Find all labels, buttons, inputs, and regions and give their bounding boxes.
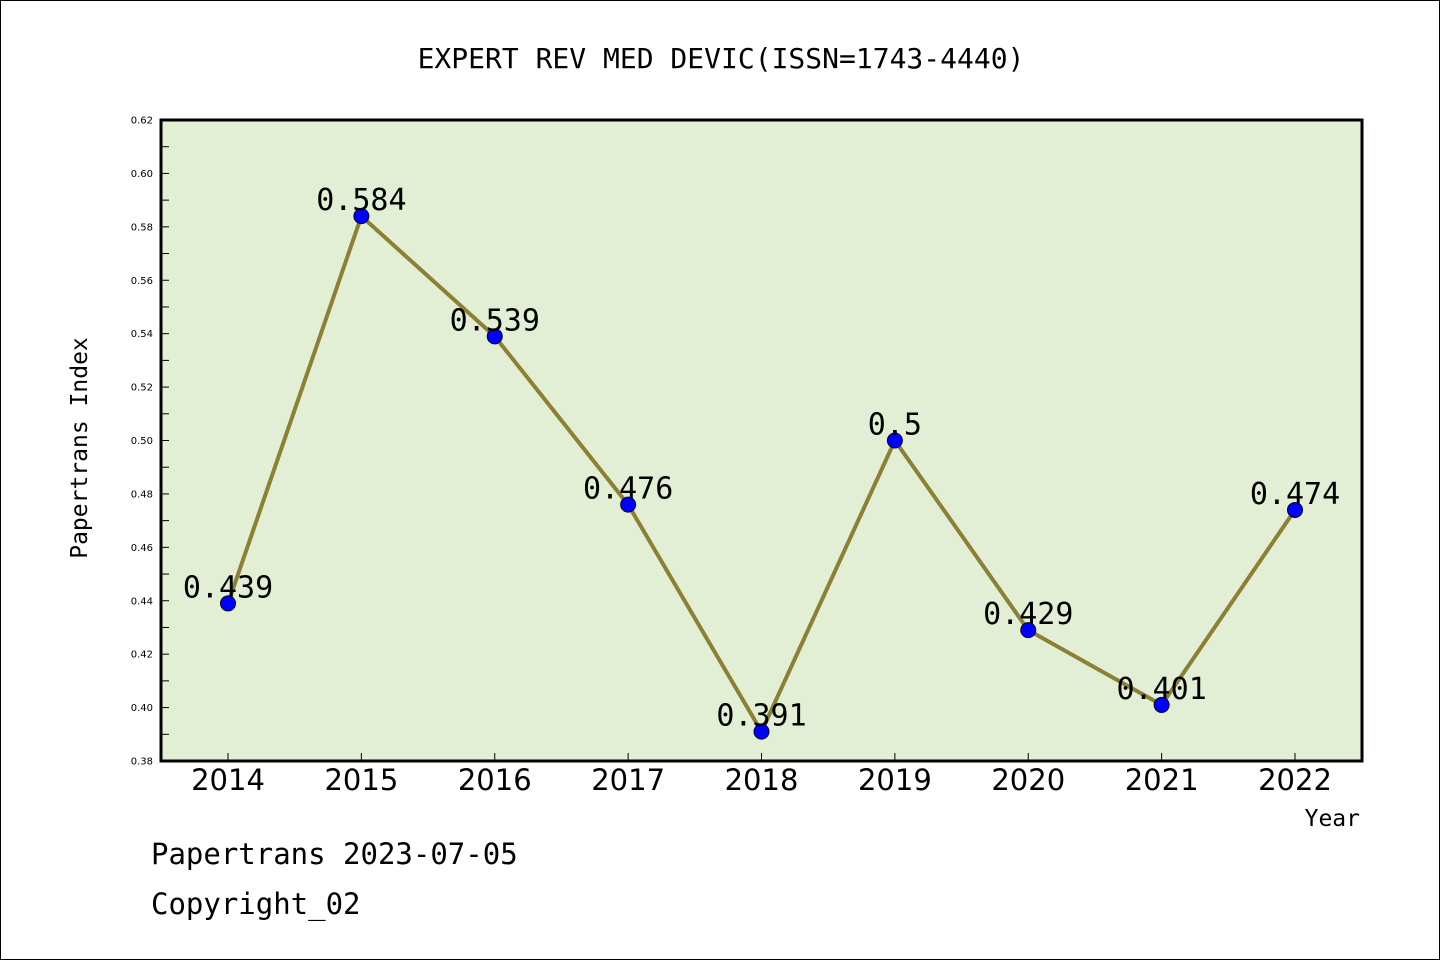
y-axis-label: Papertrans Index xyxy=(67,337,93,559)
x-tick-label: 2021 xyxy=(1125,763,1199,797)
data-label: 0.539 xyxy=(450,303,540,338)
y-tick-label: 0.40 xyxy=(131,703,153,714)
y-tick-label: 0.38 xyxy=(131,757,153,768)
y-tick-label: 0.42 xyxy=(131,650,153,661)
x-tick-label: 2022 xyxy=(1258,763,1332,797)
x-tick-label: 2017 xyxy=(591,763,665,797)
x-tick-label: 2020 xyxy=(991,763,1065,797)
data-point xyxy=(220,595,236,612)
y-tick-label: 0.48 xyxy=(131,489,153,500)
series-0 xyxy=(220,208,1303,740)
y-tick-label: 0.52 xyxy=(131,383,153,394)
x-axis-label: Year xyxy=(1305,806,1360,832)
x-tick-label: 2014 xyxy=(191,763,265,797)
y-axis: 0.38 0.40 0.42 0.44 0.46 0.48 0.50 0.52 0.54 0.56… xyxy=(131,116,169,768)
y-tick-label: 0.56 xyxy=(131,276,153,287)
y-tick-label: 0.54 xyxy=(131,329,153,340)
data-label: 0.401 xyxy=(1116,672,1206,707)
y-tick-label: 0.58 xyxy=(131,222,153,233)
x-tick-label: 2019 xyxy=(858,763,932,797)
x-tick-label: 2015 xyxy=(324,763,398,797)
data-point xyxy=(353,208,370,225)
data-point xyxy=(1020,622,1037,639)
data-label: 0.439 xyxy=(183,570,273,605)
data-label: 0.474 xyxy=(1250,477,1340,512)
data-point xyxy=(886,432,903,449)
data-label: 0.391 xyxy=(716,699,806,734)
data-point xyxy=(620,496,637,513)
footer-copyright-text: Copyright_02 xyxy=(151,887,361,921)
y-tick-label: 0.62 xyxy=(131,116,153,127)
data-label: 0.429 xyxy=(983,597,1073,632)
x-tick-label: 2016 xyxy=(458,763,532,797)
data-labels: 0.439 0.584 0.539 0.476 0.391 0.5 0.429 0.401 0.… xyxy=(183,183,1340,733)
data-point xyxy=(753,723,770,740)
x-axis: 2014 2015 2016 2017 2018 2019 2020 2021 2022 xyxy=(191,753,1332,797)
data-label: 0.584 xyxy=(316,183,406,218)
y-tick-label: 0.60 xyxy=(131,169,153,180)
data-label: 0.5 xyxy=(868,408,922,443)
y-tick-label: 0.44 xyxy=(131,596,153,607)
x-tick-label: 2018 xyxy=(725,763,799,797)
data-point xyxy=(486,328,503,345)
data-point xyxy=(1153,696,1170,713)
footer-date-text: Papertrans 2023-07-05 xyxy=(151,837,518,871)
y-tick-label: 0.46 xyxy=(131,543,153,554)
data-point xyxy=(1287,501,1303,518)
chart-title: EXPERT REV MED DEVIC(ISSN=1743-4440) xyxy=(418,42,1025,75)
y-tick-label: 0.50 xyxy=(131,436,153,447)
data-label: 0.476 xyxy=(583,472,673,507)
plot-area xyxy=(159,118,1364,763)
